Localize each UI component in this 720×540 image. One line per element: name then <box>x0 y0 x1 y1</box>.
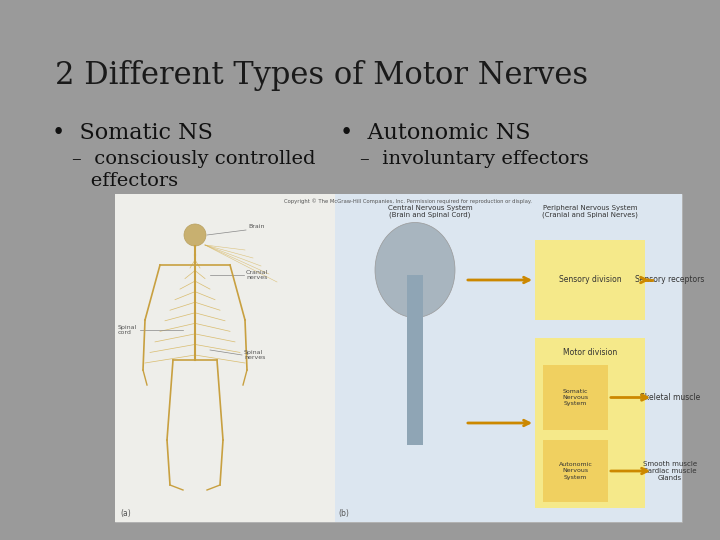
Text: •  Somatic NS: • Somatic NS <box>52 122 213 144</box>
Ellipse shape <box>375 222 455 318</box>
Text: Spinal
cord: Spinal cord <box>118 325 138 335</box>
Text: •  Autonomic NS: • Autonomic NS <box>340 122 531 144</box>
Text: Peripheral Nervous System
(Cranial and Spinal Nerves): Peripheral Nervous System (Cranial and S… <box>542 205 638 219</box>
Text: Sensory division: Sensory division <box>559 275 621 285</box>
Text: Spinal
nerves: Spinal nerves <box>244 349 266 360</box>
Text: Motor division: Motor division <box>563 348 617 357</box>
Bar <box>115 194 335 522</box>
Text: Central Nervous System
(Brain and Spinal Cord): Central Nervous System (Brain and Spinal… <box>387 205 472 219</box>
Text: Somatic
Nervous
System: Somatic Nervous System <box>562 389 588 406</box>
Bar <box>335 194 682 522</box>
Bar <box>543 440 608 502</box>
Text: Copyright © The McGraw-Hill Companies, Inc. Permission required for reproduction: Copyright © The McGraw-Hill Companies, I… <box>284 198 532 204</box>
Text: (a): (a) <box>120 509 131 518</box>
Text: Smooth muscle
Cardiac muscle
Glands: Smooth muscle Cardiac muscle Glands <box>643 461 697 482</box>
Text: effectors: effectors <box>72 172 178 190</box>
Text: Autonomic
Nervous
System: Autonomic Nervous System <box>559 462 593 480</box>
Bar <box>535 240 645 320</box>
Text: –  involuntary effectors: – involuntary effectors <box>360 150 589 168</box>
Bar <box>407 275 423 445</box>
Text: (b): (b) <box>338 509 349 518</box>
Bar <box>115 194 682 522</box>
Text: Brain: Brain <box>248 225 264 230</box>
Text: –  consciously controlled: – consciously controlled <box>72 150 315 168</box>
Text: Skeletal muscle: Skeletal muscle <box>640 393 700 402</box>
Text: 2 Different Types of Motor Nerves: 2 Different Types of Motor Nerves <box>55 60 588 91</box>
Bar <box>543 365 608 430</box>
Text: Sensory receptors: Sensory receptors <box>635 275 705 285</box>
Text: Cranial
nerves: Cranial nerves <box>246 269 269 280</box>
Circle shape <box>184 224 206 246</box>
Bar <box>535 338 645 508</box>
